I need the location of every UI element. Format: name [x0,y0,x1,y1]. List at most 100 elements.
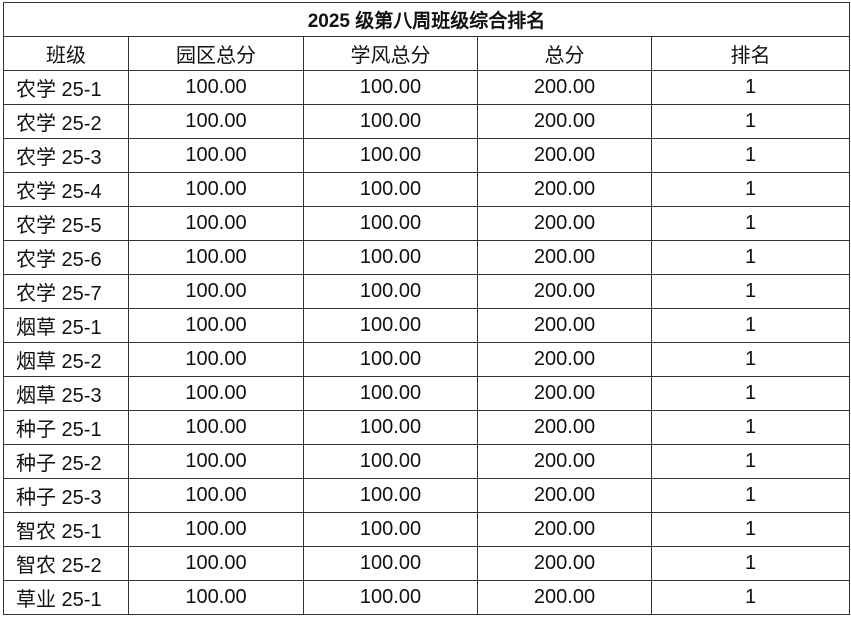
cell-total-score: 200.00 [477,376,652,411]
header-class: 班级 [3,36,129,71]
cell-class: 烟草 25-2 [3,342,129,377]
cell-class: 农学 25-7 [3,274,129,309]
cell-rank: 1 [650,104,851,139]
cell-park-score: 100.00 [128,410,304,445]
cell-study-score: 100.00 [303,70,478,105]
table-row: 种子 25-2 100.00 100.00 200.00 1 [3,444,851,479]
cell-class: 烟草 25-1 [3,308,129,343]
cell-park-score: 100.00 [128,104,304,139]
cell-study-score: 100.00 [303,444,478,479]
header-row: 班级 园区总分 学风总分 总分 排名 [3,36,851,71]
cell-class: 智农 25-2 [3,546,129,581]
cell-park-score: 100.00 [128,274,304,309]
header-rank: 排名 [650,36,851,71]
cell-class: 农学 25-3 [3,138,129,173]
cell-rank: 1 [650,308,851,343]
cell-rank: 1 [650,70,851,105]
cell-total-score: 200.00 [477,546,652,581]
cell-class: 农学 25-6 [3,240,129,275]
cell-park-score: 100.00 [128,70,304,105]
cell-study-score: 100.00 [303,342,478,377]
cell-park-score: 100.00 [128,206,304,241]
cell-total-score: 200.00 [477,104,652,139]
cell-park-score: 100.00 [128,512,304,547]
table-row: 种子 25-3 100.00 100.00 200.00 1 [3,478,851,513]
cell-class: 烟草 25-3 [3,376,129,411]
cell-class: 种子 25-3 [3,478,129,513]
cell-rank: 1 [650,138,851,173]
table-row: 农学 25-3 100.00 100.00 200.00 1 [3,138,851,173]
cell-study-score: 100.00 [303,478,478,513]
cell-park-score: 100.00 [128,376,304,411]
cell-total-score: 200.00 [477,580,652,615]
cell-study-score: 100.00 [303,512,478,547]
ranking-table: 2025 级第八周班级综合排名 班级 园区总分 学风总分 总分 排名 农学 25-1 10… [2,2,851,615]
table-row: 农学 25-6 100.00 100.00 200.00 1 [3,240,851,275]
cell-class: 农学 25-2 [3,104,129,139]
cell-total-score: 200.00 [477,240,652,275]
cell-class: 农学 25-1 [3,70,129,105]
cell-study-score: 100.00 [303,308,478,343]
table-row: 智农 25-2 100.00 100.00 200.00 1 [3,546,851,581]
header-park-score: 园区总分 [128,36,304,71]
cell-study-score: 100.00 [303,138,478,173]
table-row: 烟草 25-1 100.00 100.00 200.00 1 [3,308,851,343]
table-row: 农学 25-7 100.00 100.00 200.00 1 [3,274,851,309]
cell-rank: 1 [650,580,851,615]
cell-total-score: 200.00 [477,308,652,343]
table-row: 烟草 25-2 100.00 100.00 200.00 1 [3,342,851,377]
cell-rank: 1 [650,546,851,581]
cell-study-score: 100.00 [303,410,478,445]
cell-study-score: 100.00 [303,206,478,241]
table-row: 烟草 25-3 100.00 100.00 200.00 1 [3,376,851,411]
cell-study-score: 100.00 [303,172,478,207]
title-row: 2025 级第八周班级综合排名 [2,2,851,37]
cell-park-score: 100.00 [128,172,304,207]
table-row: 农学 25-4 100.00 100.00 200.00 1 [3,172,851,207]
cell-total-score: 200.00 [477,342,652,377]
cell-total-score: 200.00 [477,206,652,241]
table-row: 农学 25-5 100.00 100.00 200.00 1 [3,206,851,241]
table-row: 农学 25-2 100.00 100.00 200.00 1 [3,104,851,139]
cell-rank: 1 [650,274,851,309]
cell-rank: 1 [650,206,851,241]
cell-total-score: 200.00 [477,512,652,547]
cell-park-score: 100.00 [128,138,304,173]
cell-class: 种子 25-2 [3,444,129,479]
cell-total-score: 200.00 [477,274,652,309]
cell-class: 草业 25-1 [3,580,129,615]
cell-rank: 1 [650,240,851,275]
cell-class: 种子 25-1 [3,410,129,445]
table-title: 2025 级第八周班级综合排名 [2,2,851,37]
cell-class: 农学 25-4 [3,172,129,207]
cell-park-score: 100.00 [128,308,304,343]
cell-rank: 1 [650,410,851,445]
cell-study-score: 100.00 [303,240,478,275]
cell-rank: 1 [650,376,851,411]
cell-park-score: 100.00 [128,444,304,479]
cell-total-score: 200.00 [477,138,652,173]
cell-total-score: 200.00 [477,172,652,207]
cell-study-score: 100.00 [303,546,478,581]
cell-total-score: 200.00 [477,444,652,479]
cell-study-score: 100.00 [303,104,478,139]
cell-rank: 1 [650,342,851,377]
cell-park-score: 100.00 [128,580,304,615]
cell-park-score: 100.00 [128,342,304,377]
cell-rank: 1 [650,478,851,513]
table-row: 农学 25-1 100.00 100.00 200.00 1 [3,70,851,105]
cell-park-score: 100.00 [128,240,304,275]
cell-study-score: 100.00 [303,274,478,309]
cell-rank: 1 [650,444,851,479]
cell-total-score: 200.00 [477,478,652,513]
cell-total-score: 200.00 [477,410,652,445]
cell-rank: 1 [650,172,851,207]
table-row: 智农 25-1 100.00 100.00 200.00 1 [3,512,851,547]
cell-class: 农学 25-5 [3,206,129,241]
cell-total-score: 200.00 [477,70,652,105]
cell-class: 智农 25-1 [3,512,129,547]
cell-rank: 1 [650,512,851,547]
cell-study-score: 100.00 [303,580,478,615]
table-row: 草业 25-1 100.00 100.00 200.00 1 [3,580,851,615]
header-study-score: 学风总分 [303,36,478,71]
